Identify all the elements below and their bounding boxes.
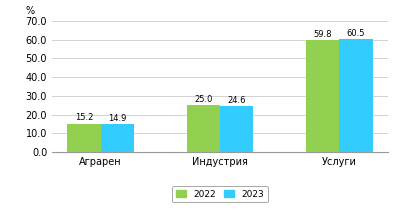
Legend: 2022, 2023: 2022, 2023 bbox=[172, 186, 268, 202]
Bar bbox=[101, 124, 134, 152]
Bar bbox=[220, 106, 254, 152]
Text: %: % bbox=[25, 6, 34, 16]
Text: 60.5: 60.5 bbox=[347, 29, 365, 38]
Bar bbox=[339, 39, 373, 152]
Text: 15.2: 15.2 bbox=[75, 113, 93, 122]
Bar bbox=[186, 105, 220, 152]
Bar bbox=[306, 40, 339, 152]
Text: 59.8: 59.8 bbox=[313, 30, 332, 39]
Text: 24.6: 24.6 bbox=[228, 96, 246, 105]
Text: 25.0: 25.0 bbox=[194, 95, 212, 104]
Text: 14.9: 14.9 bbox=[108, 114, 126, 123]
Bar bbox=[67, 123, 101, 152]
